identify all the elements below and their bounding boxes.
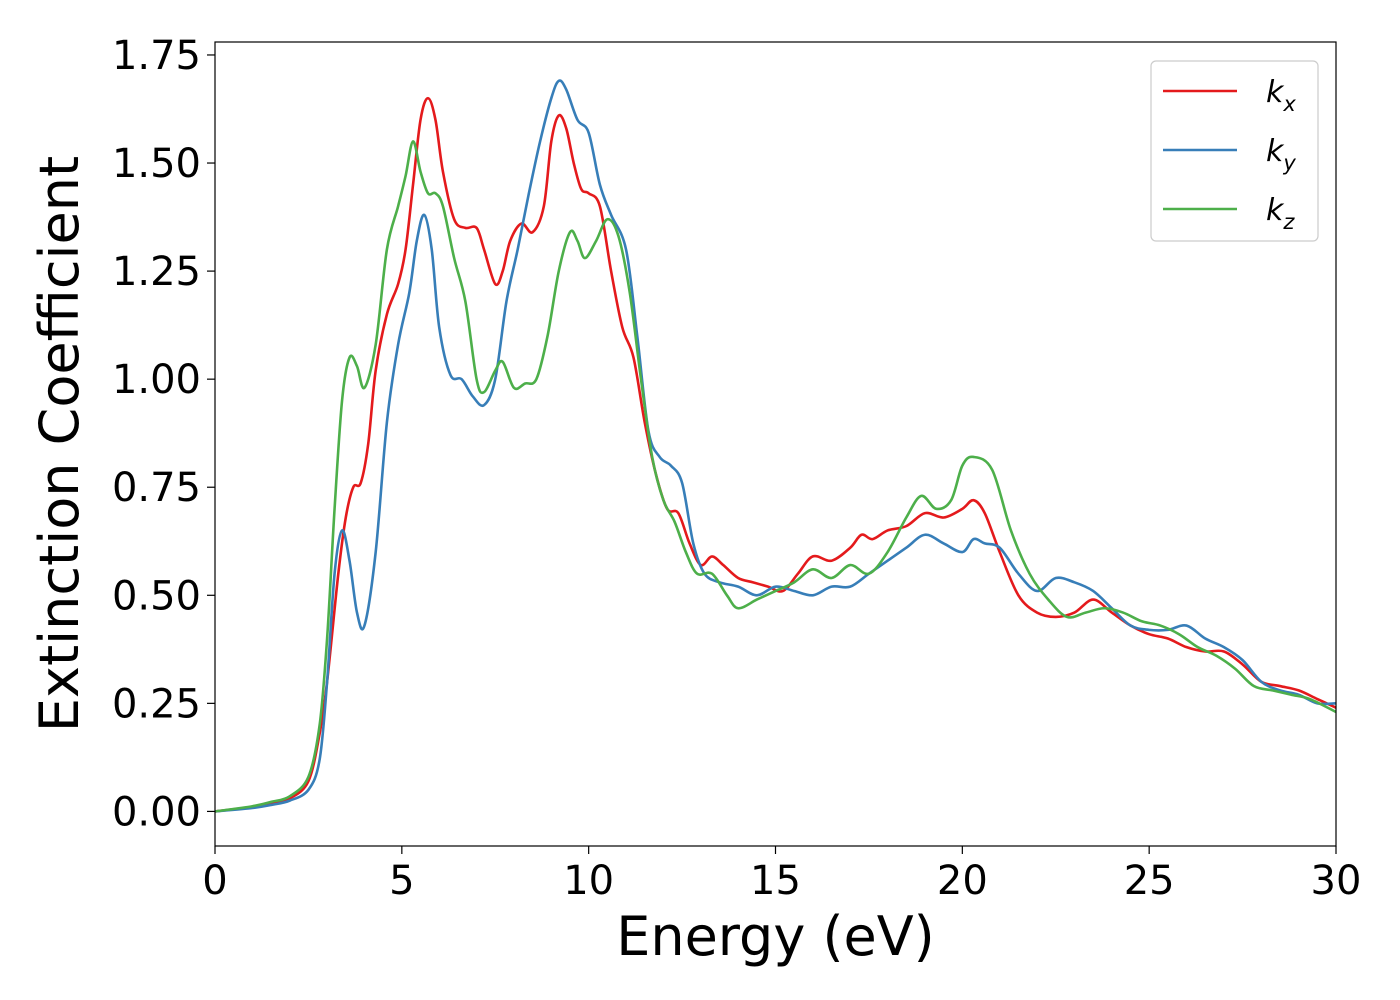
legend-label-subscript: z (1282, 210, 1295, 234)
y-tick-label: 0.50 (112, 573, 201, 619)
x-tick-label: 5 (389, 858, 414, 904)
y-tick-label: 1.75 (112, 33, 201, 79)
x-axis-ticks: 0 5 10 15 20 25 30 (202, 846, 1361, 904)
series-lines (215, 79, 1336, 813)
legend-label-kx: kx (1266, 75, 1296, 116)
y-tick-label: 0.00 (112, 789, 201, 835)
y-axis-ticks: 0.00 0.25 0.50 0.75 1.00 1.25 1.50 1.75 (112, 33, 215, 835)
y-tick-label: 0.75 (112, 465, 201, 511)
legend-label-base: k (1266, 75, 1285, 110)
x-tick-label: 30 (1311, 858, 1362, 904)
x-tick-label: 20 (937, 858, 988, 904)
x-tick-label: 0 (202, 858, 227, 904)
legend-label-subscript: x (1282, 92, 1296, 116)
series-line-kz (215, 140, 1336, 813)
legend-label-ky: ky (1266, 134, 1296, 175)
x-tick-label: 15 (750, 858, 801, 904)
y-tick-label: 0.25 (112, 681, 201, 727)
legend-label-base: k (1266, 134, 1285, 169)
x-axis-label: Energy (eV) (616, 905, 935, 968)
y-tick-label: 1.00 (112, 357, 201, 403)
x-tick-label: 25 (1124, 858, 1175, 904)
y-axis-label: Extinction Coefficient (28, 156, 91, 732)
x-tick-label: 10 (563, 858, 614, 904)
legend-label-kz: kz (1266, 193, 1295, 234)
y-tick-label: 1.50 (112, 141, 201, 187)
legend-label-base: k (1266, 193, 1285, 228)
legend-label-subscript: y (1282, 151, 1296, 175)
y-tick-label: 1.25 (112, 249, 201, 295)
